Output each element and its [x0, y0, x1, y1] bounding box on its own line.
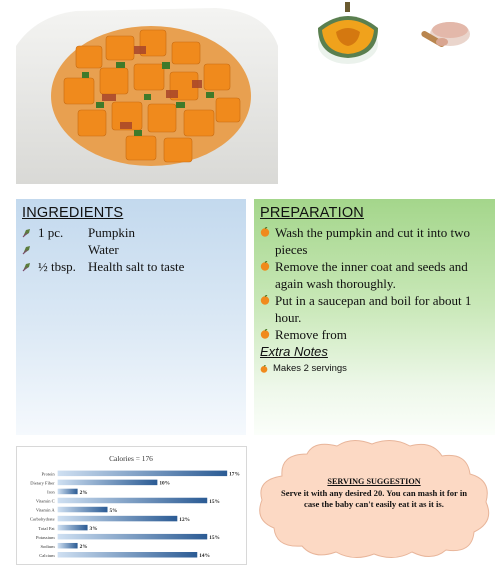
serving-suggestion-text-block: SERVING SUGGESTION Serve it with any des… — [278, 476, 470, 510]
chart-value-label: 3% — [90, 526, 98, 532]
chart-value-label: 10% — [159, 481, 170, 487]
chart-category-label: Dietary Fiber — [30, 481, 55, 486]
chart-category-label: Calcium — [39, 553, 55, 558]
serving-suggestion-title: SERVING SUGGESTION — [327, 477, 421, 486]
chart-bar — [57, 524, 88, 531]
orange-bullet-icon — [260, 364, 273, 373]
chart-bar — [57, 488, 78, 495]
calories-chart: Calories = 176 Protein 17% Dietary Fiber 10… — [16, 446, 247, 565]
ingredients-title: INGREDIENTS — [22, 205, 124, 221]
orange-bullet-icon — [260, 326, 275, 339]
ingredient-name: Health salt to taste — [88, 259, 185, 274]
pumpkin-thumbnail — [310, 0, 386, 70]
chart-bar — [57, 506, 108, 513]
chart-value-label: 15% — [209, 499, 220, 505]
ingredient-row: 1 pc. Pumpkin — [22, 224, 240, 241]
chart-title: Calories = 176 — [109, 454, 153, 463]
chart-bar — [57, 533, 208, 540]
preparation-step: Remove the inner coat and seeds and agai… — [260, 258, 489, 292]
ingredient-name: Pumpkin — [88, 225, 135, 240]
chart-bar — [57, 552, 198, 558]
step-text: Put in a saucepan and boil for about 1 h… — [275, 293, 472, 325]
serving-suggestion-cloud: SERVING SUGGESTION Serve it with any des… — [252, 436, 495, 562]
calories-chart-svg: Calories = 176 Protein 17% Dietary Fiber 10… — [30, 454, 240, 559]
preparation-step: Put in a saucepan and boil for about 1 h… — [260, 292, 489, 326]
leaf-bullet-icon — [22, 224, 38, 241]
chart-category-label: Sodium — [41, 544, 56, 549]
chart-value-label: 17% — [229, 472, 240, 478]
chart-category-label: Total Fat — [38, 526, 55, 531]
chart-value-label: 14% — [199, 553, 210, 559]
chart-bar — [57, 470, 228, 477]
chart-bar — [57, 515, 178, 522]
preparation-step: Wash the pumpkin and cut it into two pie… — [260, 224, 489, 258]
step-text: Remove from — [275, 327, 347, 342]
chart-bar — [57, 497, 208, 504]
chart-category-label: Protein — [42, 472, 56, 477]
ingredient-row: ½ tbsp. Health salt to taste — [22, 258, 240, 275]
extra-notes-title: Extra Notes — [260, 344, 328, 359]
ingredient-name: Water — [88, 242, 119, 257]
ingredient-qty: ½ tbsp. — [38, 259, 76, 274]
salt-thumbnail — [410, 4, 480, 64]
preparation-panel: PREPARATION Wash the pumpkin and cut it … — [254, 199, 495, 435]
chart-category-label: Potassium — [36, 535, 55, 540]
leaf-bullet-icon — [22, 258, 38, 275]
step-text: Wash the pumpkin and cut it into two pie… — [275, 225, 471, 257]
orange-bullet-icon — [260, 258, 275, 271]
chart-category-label: Iron — [47, 490, 55, 495]
chart-value-label: 2% — [80, 490, 88, 496]
leaf-bullet-icon — [22, 241, 38, 258]
preparation-step: Remove from — [260, 326, 489, 343]
note-item: Makes 2 servings — [260, 363, 489, 374]
orange-bullet-icon — [260, 292, 275, 305]
main-dish-photo — [16, 6, 278, 184]
preparation-title: PREPARATION — [260, 205, 364, 221]
chart-category-label: Vitamin C — [36, 499, 55, 504]
serving-suggestion-text: Serve it with any desired 20. You can ma… — [280, 488, 468, 509]
chart-value-label: 12% — [179, 517, 190, 523]
chart-bar — [57, 479, 158, 486]
chart-category-label: Carbohydrate — [30, 517, 55, 522]
chart-value-label: 2% — [80, 544, 88, 550]
chart-category-label: Vitamin A — [36, 508, 56, 513]
chart-value-label: 15% — [209, 535, 220, 541]
step-text: Remove the inner coat and seeds and agai… — [275, 259, 468, 291]
ingredients-panel: INGREDIENTS 1 pc. Pumpkin Water ½ tbsp. … — [16, 199, 246, 435]
chart-value-label: 5% — [109, 508, 117, 514]
ingredient-qty: 1 pc. — [38, 225, 64, 240]
note-text: Makes 2 servings — [273, 363, 347, 374]
ingredient-row: Water — [22, 241, 240, 258]
orange-bullet-icon — [260, 224, 275, 237]
chart-bar — [57, 542, 78, 549]
